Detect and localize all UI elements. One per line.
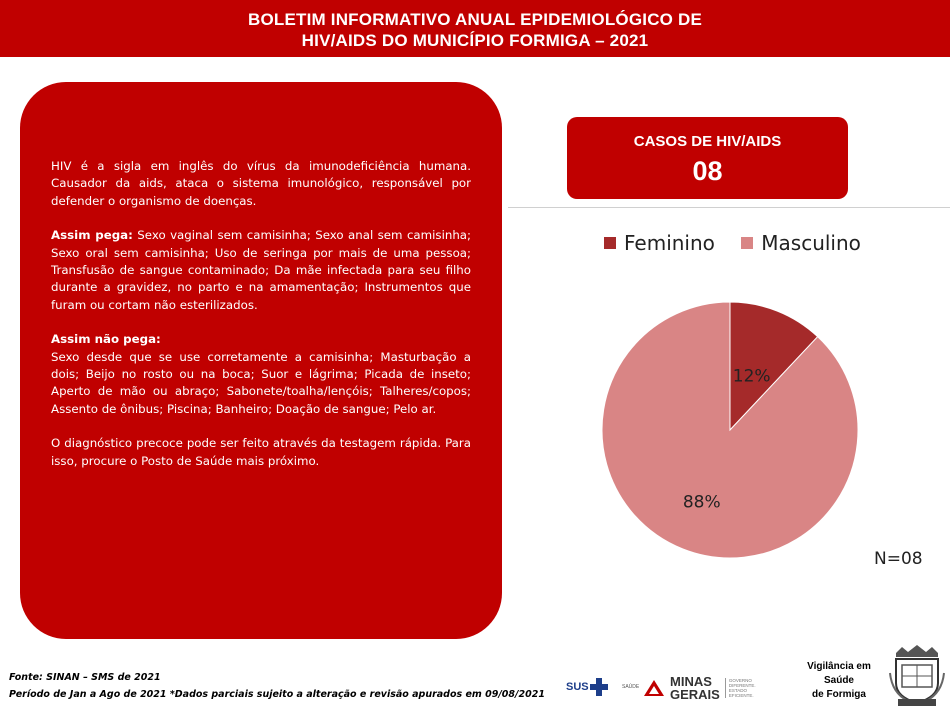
header-title-line2: HIV/AIDS DO MUNICÍPIO FORMIGA – 2021 [301, 31, 649, 50]
mg-slogan: GOVERNO DIFERENTE. ESTADO EFICIENTE. [724, 678, 756, 698]
legend-label-masculino: Masculino [761, 231, 861, 255]
nao-pega-text: Sexo desde que se use corretamente a cam… [51, 349, 471, 416]
cases-count: 08 [692, 156, 723, 186]
vig-line1: Vigilância em [807, 661, 871, 672]
pie-label-masculino: 88% [683, 492, 721, 512]
legend-swatch-feminino [604, 237, 616, 249]
sus-logo: SUS [566, 677, 609, 697]
sus-cross-icon [589, 678, 608, 696]
minas-gerais-logo: MINAS GERAIS GOVERNO DIFERENTE. ESTADO E… [643, 675, 756, 701]
mg-line1: MINAS [670, 674, 712, 689]
vig-line3: de Formiga [812, 689, 866, 700]
period-line: Período de Jan a Ago de 2021 *Dados parc… [9, 689, 545, 700]
saude-text: SAÚDE [622, 684, 640, 690]
footer-source: Fonte: SINAN – SMS de 2021 Período de Ja… [9, 669, 545, 703]
pie-label-feminino: 12% [733, 366, 771, 386]
sus-text: SUS [566, 681, 589, 693]
legend-item-masculino: Masculino [741, 231, 861, 255]
legend-swatch-masculino [741, 237, 754, 249]
vigilancia-label: Vigilância em Saúde de Formiga [800, 660, 878, 702]
minas-triangle-icon [644, 680, 664, 696]
info-text: HIV é a sigla em inglês do vírus da imun… [51, 158, 471, 487]
source-line: Fonte: SINAN – SMS de 2021 [9, 672, 161, 683]
pie-slice-feminino [729, 301, 819, 432]
pega-paragraph: Assim pega: Sexo vaginal sem camisinha; … [51, 227, 471, 314]
pie-slice-masculino [601, 301, 859, 559]
chart-divider [508, 207, 950, 208]
pega-label: Assim pega: [51, 228, 133, 243]
pega-text: Sexo vaginal sem camisinha; Sexo anal se… [51, 228, 472, 312]
cases-title: CASOS DE HIV/AIDS [633, 133, 782, 150]
legend-label-feminino: Feminino [624, 231, 715, 255]
header-title-line1: BOLETIM INFORMATIVO ANUAL EPIDEMIOLÓGICO… [247, 10, 703, 29]
cases-box: CASOS DE HIV/AIDS 08 [567, 117, 848, 199]
chart-legend: Feminino Masculino [604, 230, 881, 255]
formiga-crest-icon [889, 645, 945, 706]
nao-pega-paragraph: Assim não pega: Sexo desde que se use cor… [51, 331, 471, 418]
pie-chart: 12% 88% [601, 301, 859, 559]
bulletin-header: BOLETIM INFORMATIVO ANUAL EPIDEMIOLÓGICO… [0, 0, 950, 57]
sample-size-label: N=08 [874, 549, 923, 569]
intro-paragraph: HIV é a sigla em inglês do vírus da imun… [51, 159, 471, 208]
diagnostico-paragraph: O diagnóstico precoce pode ser feito atr… [51, 436, 471, 468]
nao-pega-label: Assim não pega: [51, 332, 161, 347]
minas-gerais-text: MINAS GERAIS [670, 675, 720, 701]
mg-line2: GERAIS [670, 687, 720, 702]
legend-item-feminino: Feminino [604, 231, 715, 255]
vig-line2: Saúde [823, 675, 854, 686]
info-panel [20, 82, 502, 639]
